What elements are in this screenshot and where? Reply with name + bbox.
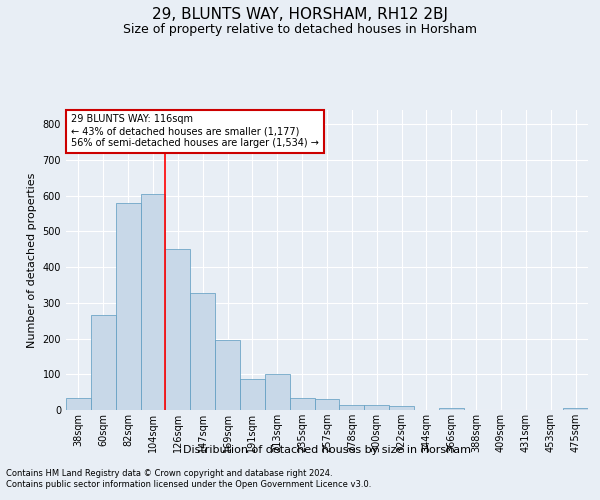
Bar: [314, 400, 340, 410]
Text: Distribution of detached houses by size in Horsham: Distribution of detached houses by size …: [183, 445, 471, 455]
Bar: [439, 408, 464, 410]
Text: Contains HM Land Registry data © Crown copyright and database right 2024.: Contains HM Land Registry data © Crown c…: [6, 468, 332, 477]
Bar: [66, 398, 91, 410]
Bar: [166, 250, 190, 410]
Text: 29 BLUNTS WAY: 116sqm
← 43% of detached houses are smaller (1,177)
56% of semi-d: 29 BLUNTS WAY: 116sqm ← 43% of detached …: [71, 114, 319, 148]
Bar: [91, 316, 116, 410]
Bar: [563, 408, 588, 410]
Text: Contains public sector information licensed under the Open Government Licence v3: Contains public sector information licen…: [6, 480, 371, 489]
Bar: [240, 378, 265, 410]
Bar: [340, 404, 364, 410]
Bar: [116, 203, 140, 410]
Bar: [215, 340, 240, 410]
Bar: [265, 374, 290, 410]
Bar: [389, 406, 414, 410]
Bar: [364, 406, 389, 410]
Bar: [190, 293, 215, 410]
Y-axis label: Number of detached properties: Number of detached properties: [27, 172, 37, 348]
Bar: [140, 194, 166, 410]
Text: 29, BLUNTS WAY, HORSHAM, RH12 2BJ: 29, BLUNTS WAY, HORSHAM, RH12 2BJ: [152, 8, 448, 22]
Bar: [290, 398, 314, 410]
Text: Size of property relative to detached houses in Horsham: Size of property relative to detached ho…: [123, 22, 477, 36]
